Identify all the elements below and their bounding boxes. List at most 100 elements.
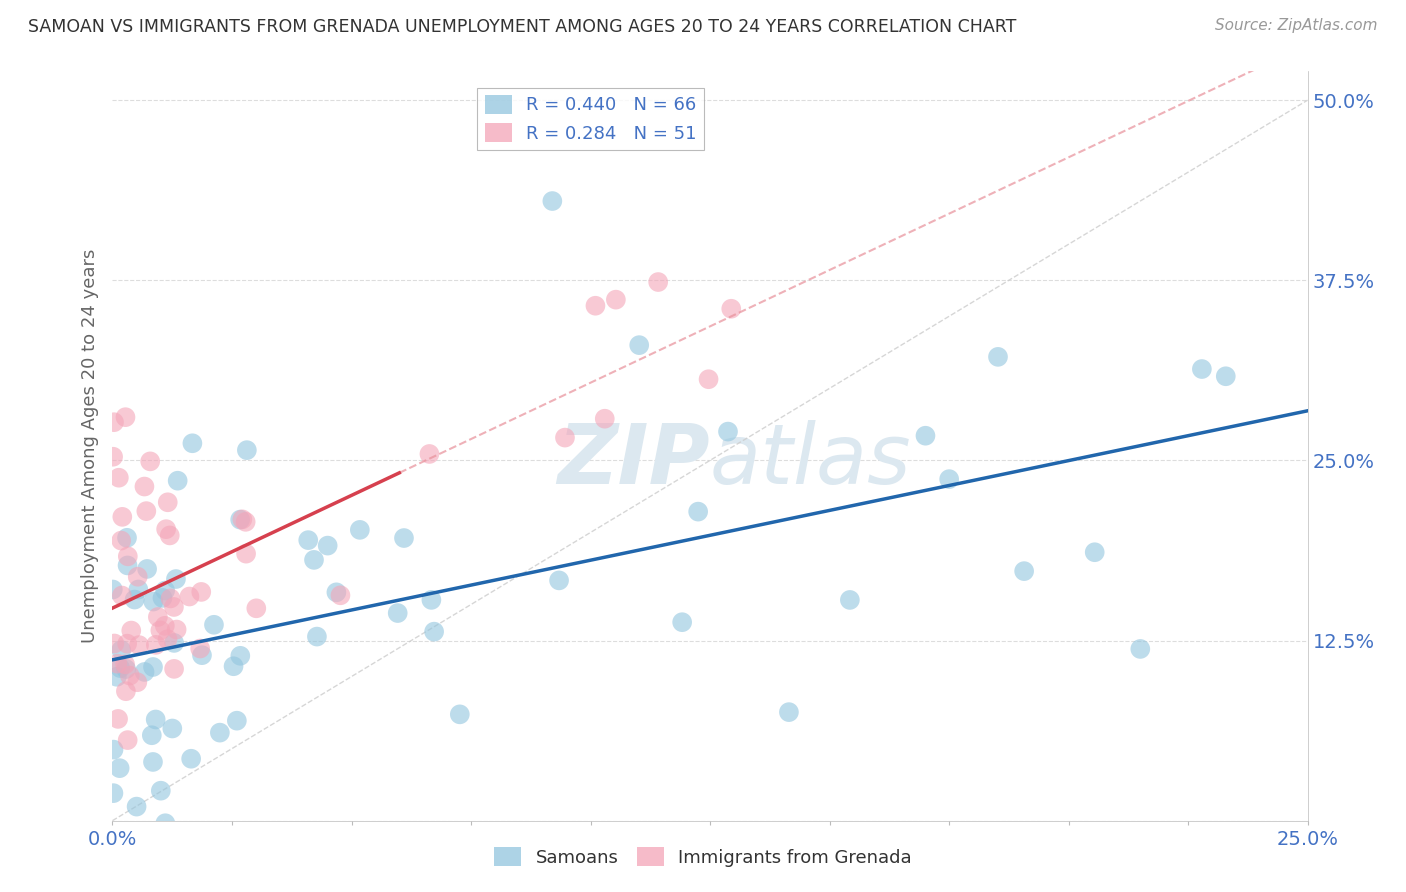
Point [115, 637, 138, 651]
Point [1215, 369, 1237, 384]
Point [120, 624, 142, 638]
Point [987, 350, 1010, 364]
Point [418, 447, 440, 461]
Point [152, 591, 174, 605]
Point [111, 509, 134, 524]
Point [181, 436, 204, 450]
Point [163, 662, 186, 676]
Point [124, 592, 146, 607]
Point [302, 553, 325, 567]
Point [114, 410, 136, 425]
Point [190, 585, 212, 599]
Point [420, 593, 443, 607]
Point [671, 615, 693, 630]
Point [155, 522, 177, 536]
Point [163, 636, 186, 650]
Point [554, 431, 576, 445]
Point [202, 617, 225, 632]
Point [541, 194, 564, 208]
Point [162, 722, 184, 736]
Point [316, 539, 339, 553]
Point [914, 428, 936, 442]
Point [1084, 545, 1107, 559]
Point [235, 515, 257, 529]
Point [128, 638, 150, 652]
Point [236, 443, 259, 458]
Point [105, 670, 128, 684]
Point [838, 593, 860, 607]
Point [305, 630, 328, 644]
Point [245, 601, 267, 615]
Point [208, 725, 231, 739]
Point [449, 707, 471, 722]
Point [159, 528, 181, 542]
Point [103, 786, 125, 800]
Point [188, 641, 211, 656]
Point [103, 742, 125, 756]
Point [115, 662, 138, 676]
Point [697, 372, 720, 386]
Point [156, 632, 179, 647]
Point [225, 714, 247, 728]
Point [146, 610, 169, 624]
Point [720, 301, 742, 316]
Point [101, 582, 124, 597]
Point [938, 472, 960, 486]
Point [145, 638, 167, 652]
Point [329, 588, 352, 602]
Point [688, 505, 710, 519]
Point [717, 425, 740, 439]
Point [108, 471, 131, 485]
Point [153, 583, 176, 598]
Point [593, 411, 616, 425]
Text: atlas: atlas [710, 420, 911, 501]
Point [150, 828, 173, 842]
Point [229, 648, 252, 663]
Point [392, 531, 415, 545]
Text: Source: ZipAtlas.com: Source: ZipAtlas.com [1215, 18, 1378, 33]
Point [127, 675, 149, 690]
Point [166, 623, 188, 637]
Point [222, 659, 245, 673]
Point [163, 599, 186, 614]
Point [605, 293, 627, 307]
Point [134, 479, 156, 493]
Point [101, 450, 124, 464]
Point [114, 657, 136, 672]
Text: ZIP: ZIP [557, 420, 710, 501]
Point [117, 733, 139, 747]
Point [166, 474, 188, 488]
Point [117, 549, 139, 564]
Point [110, 533, 132, 548]
Point [107, 712, 129, 726]
Point [1129, 642, 1152, 657]
Point [325, 585, 347, 599]
Point [149, 624, 172, 638]
Point [103, 415, 125, 429]
Point [180, 752, 202, 766]
Point [159, 591, 181, 606]
Text: SAMOAN VS IMMIGRANTS FROM GRENADA UNEMPLOYMENT AMONG AGES 20 TO 24 YEARS CORRELA: SAMOAN VS IMMIGRANTS FROM GRENADA UNEMPL… [28, 18, 1017, 36]
Point [191, 648, 214, 663]
Point [136, 562, 159, 576]
Point [235, 547, 257, 561]
Point [165, 572, 187, 586]
Point [1191, 362, 1213, 376]
Point [111, 589, 134, 603]
Legend: R = 0.440   N = 66, R = 0.284   N = 51: R = 0.440 N = 66, R = 0.284 N = 51 [477, 88, 704, 150]
Y-axis label: Unemployment Among Ages 20 to 24 years: Unemployment Among Ages 20 to 24 years [80, 249, 98, 643]
Point [155, 816, 177, 830]
Point [1012, 564, 1035, 578]
Point [115, 684, 138, 698]
Point [103, 636, 125, 650]
Point [125, 799, 148, 814]
Legend: Samoans, Immigrants from Grenada: Samoans, Immigrants from Grenada [486, 840, 920, 874]
Point [647, 275, 669, 289]
Point [127, 570, 149, 584]
Point [117, 558, 139, 573]
Point [134, 665, 156, 679]
Point [110, 661, 132, 675]
Point [231, 512, 253, 526]
Point [139, 454, 162, 468]
Point [548, 574, 571, 588]
